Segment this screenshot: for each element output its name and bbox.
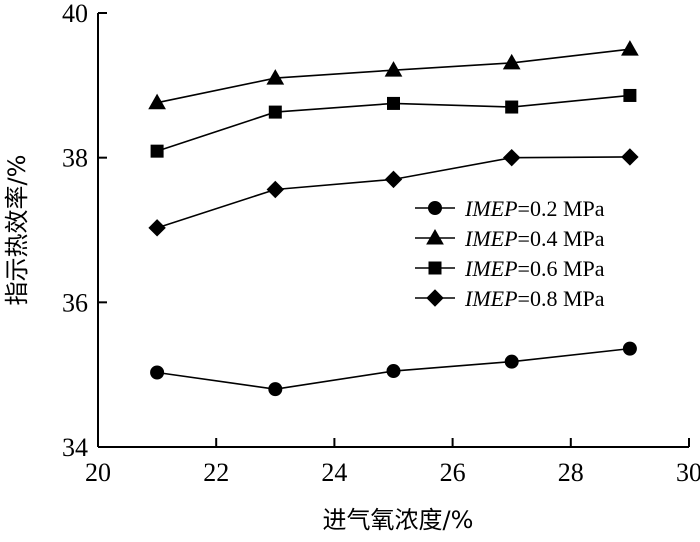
legend-marker — [426, 289, 444, 307]
x-tick-label: 26 — [440, 458, 466, 487]
legend-marker — [426, 228, 444, 245]
data-point — [621, 148, 639, 166]
x-tick-label: 30 — [676, 458, 700, 487]
data-point — [150, 365, 165, 380]
data-point — [622, 341, 637, 356]
axes — [97, 13, 689, 448]
legend-label: IMEP=0.6 MPa — [464, 256, 605, 281]
data-point — [502, 53, 521, 70]
legend-marker — [428, 201, 442, 215]
legend-entry: IMEP=0.2 MPa — [415, 196, 605, 221]
legend-label: IMEP=0.2 MPa — [464, 196, 605, 221]
data-point — [268, 382, 283, 397]
data-point — [384, 61, 403, 77]
series-circle — [150, 341, 637, 397]
data-point — [504, 354, 519, 369]
data-point — [387, 96, 400, 110]
data-point — [266, 180, 285, 199]
x-tick-label: 28 — [558, 458, 584, 487]
data-point — [386, 364, 401, 379]
series-triangle — [148, 40, 639, 110]
series-square — [150, 88, 637, 158]
x-axis-label: 进气氧浓度/% — [323, 506, 474, 534]
data-point — [384, 170, 403, 189]
data-point — [623, 88, 637, 102]
y-tick-label: 34 — [62, 433, 88, 462]
x-tick-label: 20 — [85, 458, 111, 487]
data-point — [502, 148, 521, 167]
legend-entry: IMEP=0.8 MPa — [415, 286, 605, 311]
y-tick-label: 36 — [62, 288, 88, 317]
legend-marker — [428, 261, 442, 275]
data-point — [268, 105, 282, 119]
data-point — [505, 100, 519, 114]
legend-label: IMEP=0.8 MPa — [464, 286, 605, 311]
data-point — [621, 40, 639, 56]
series-diamond — [148, 148, 639, 237]
y-tick-label: 40 — [62, 0, 88, 28]
data-point — [266, 69, 285, 85]
y-axis-label: 指示热效率/% — [3, 155, 31, 306]
legend: IMEP=0.2 MPa IMEP=0.4 MPa IMEP=0.6 MPa IMEP… — [415, 196, 605, 311]
legend-entry: IMEP=0.4 MPa — [415, 226, 605, 251]
legend-entry: IMEP=0.6 MPa — [415, 256, 605, 281]
data-point — [148, 219, 166, 237]
ticks: 20 22 24 26 28 30 34 36 38 40 — [62, 0, 700, 487]
y-tick-label: 38 — [62, 144, 88, 173]
legend-label: IMEP=0.4 MPa — [464, 226, 605, 251]
x-tick-label: 22 — [203, 458, 229, 487]
data-point — [150, 144, 164, 158]
series-group — [148, 40, 639, 397]
x-tick-label: 24 — [321, 458, 347, 487]
data-point — [148, 93, 166, 110]
